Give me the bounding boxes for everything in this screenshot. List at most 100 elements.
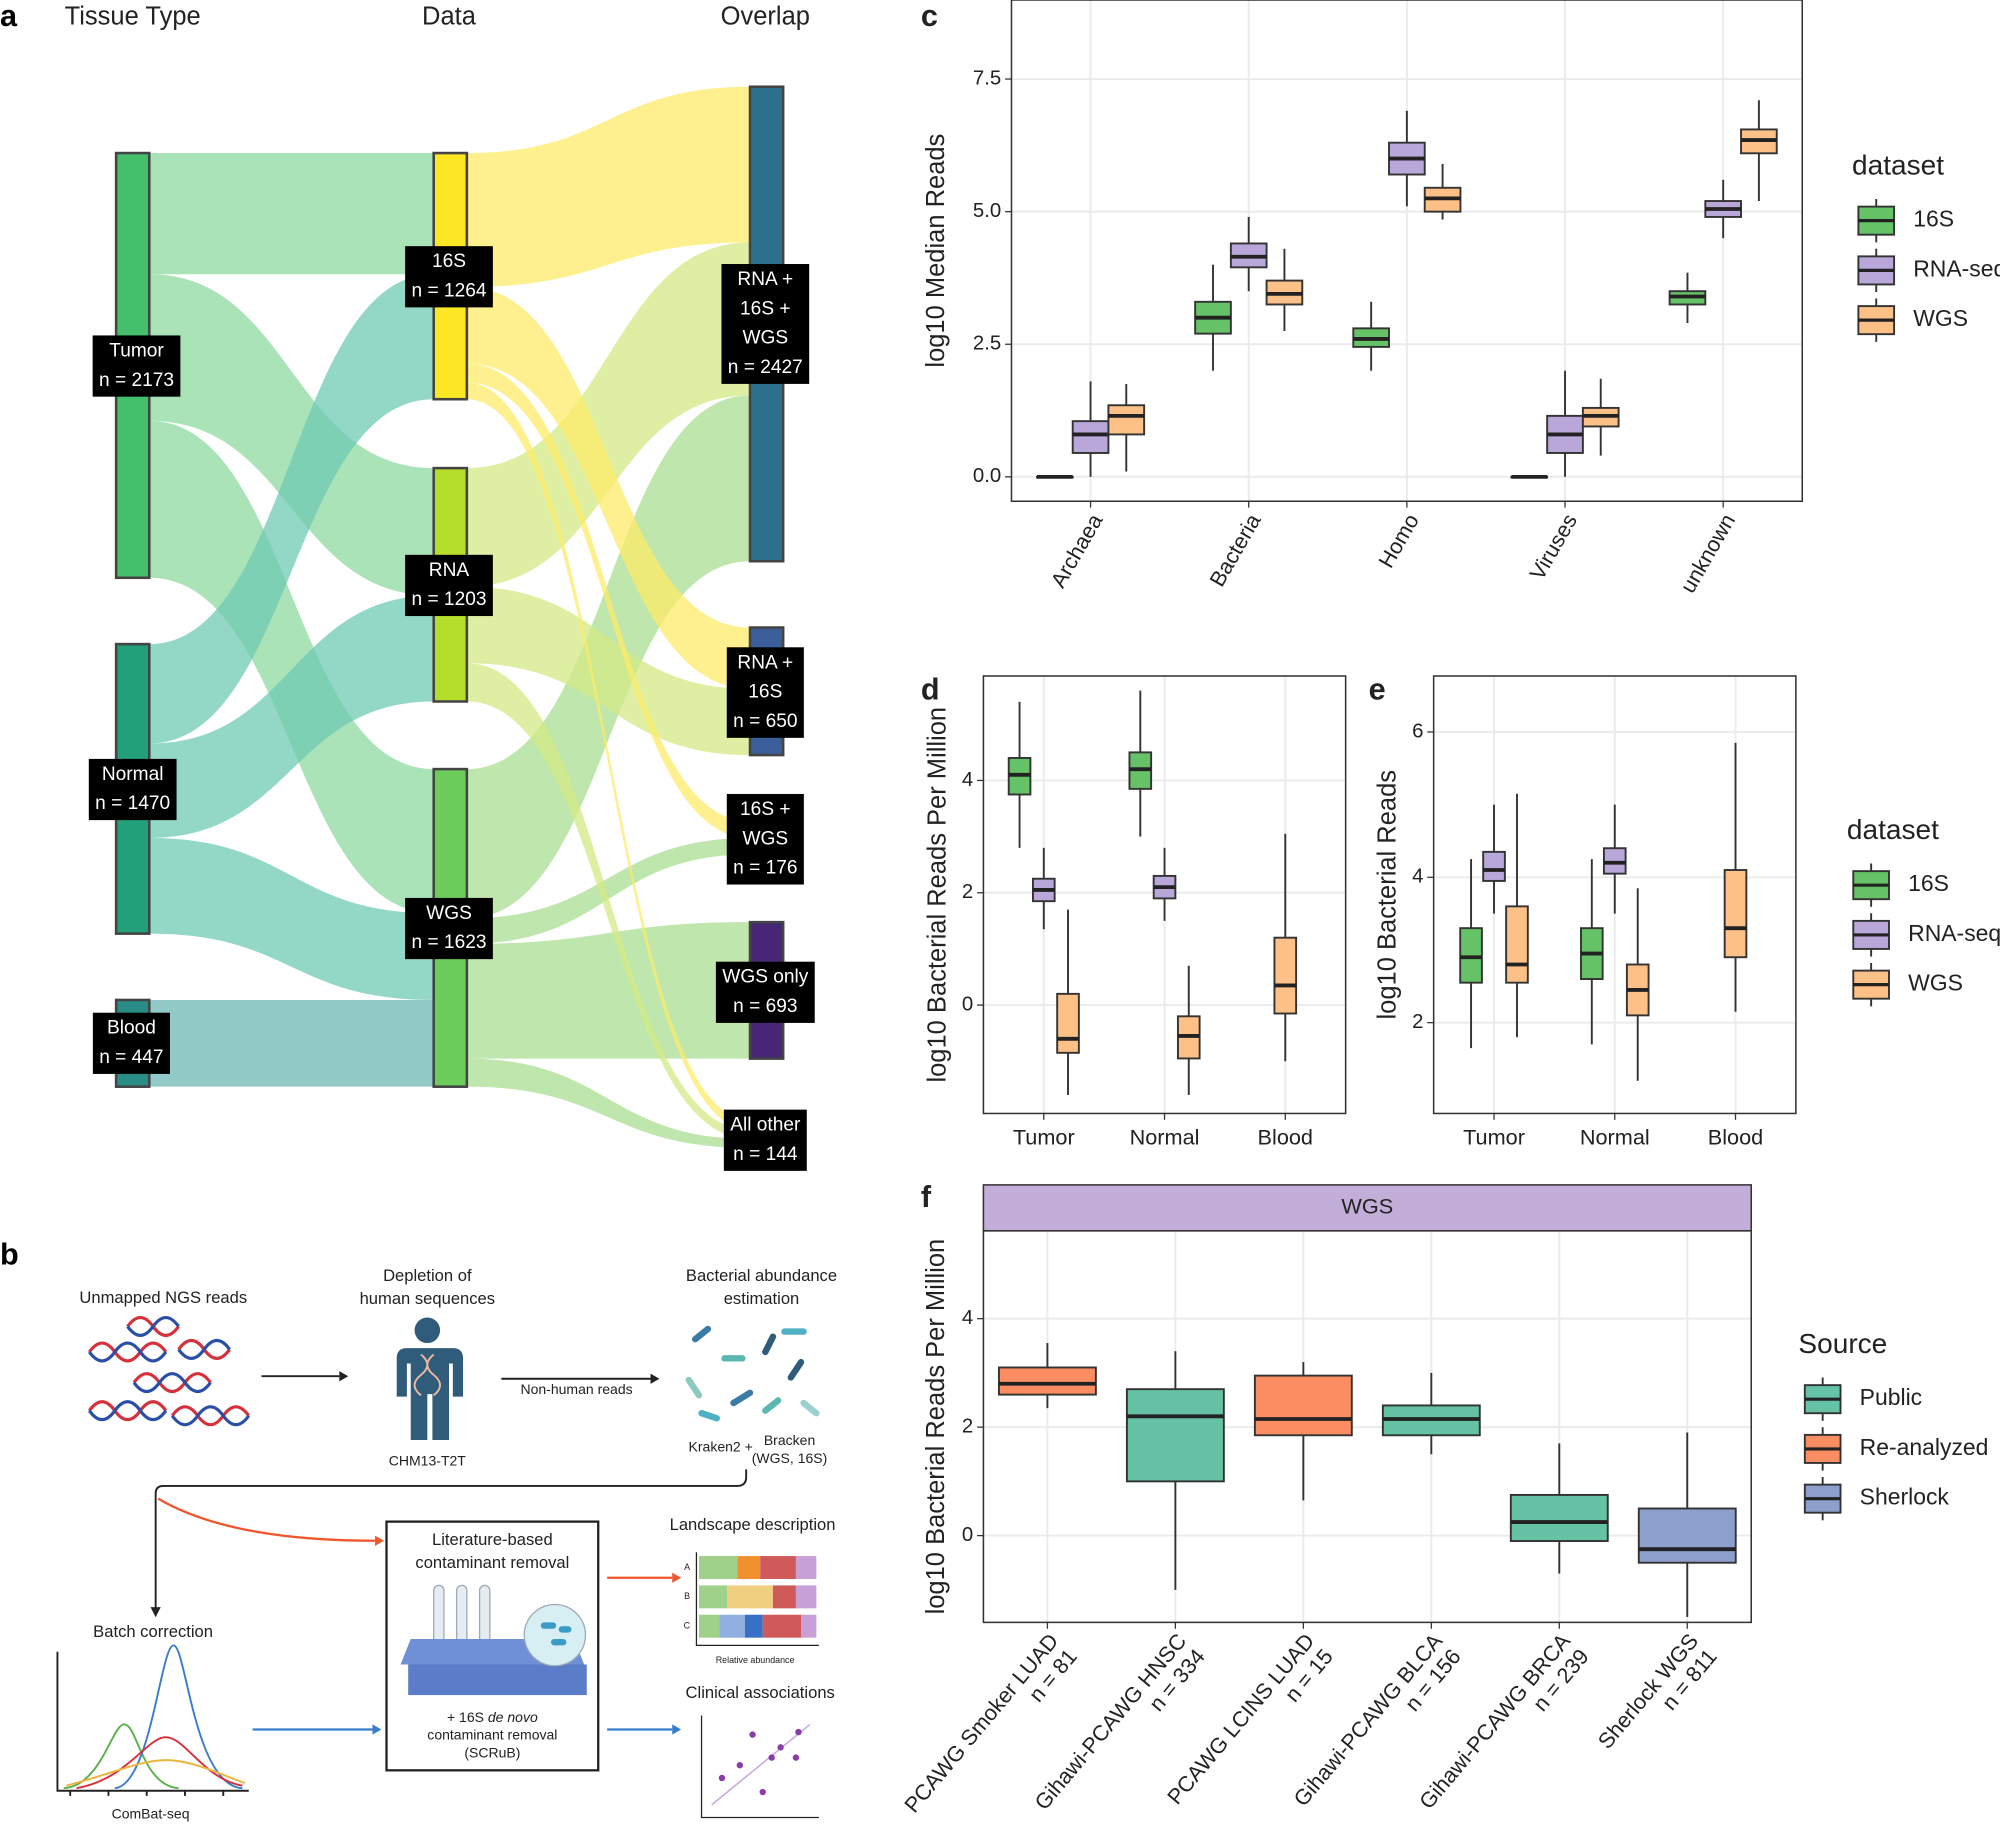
label-line: RNA + [737,652,793,673]
step-sublabel: CHM13-T2T [389,1452,467,1468]
box [1107,404,1146,436]
flow [466,586,751,756]
label-box [721,264,810,384]
label-line: n = 2173 [99,370,174,391]
node-label: WGS only n = 693 [715,961,815,1023]
label-line: n = 693 [733,996,797,1017]
label-line: All other [730,1115,801,1136]
label-line: 16S + [740,799,791,820]
box [1637,1507,1737,1564]
y-tick-label: 2 [962,881,973,903]
person-icon [396,1317,464,1440]
step-label: Clinical associations [686,1683,835,1702]
row-label: B [684,1591,690,1601]
y-tick-label: 4 [962,769,973,791]
box [1505,905,1529,984]
node-label: Tumor n = 2173 [92,335,181,397]
legend-title: dataset [1847,814,1939,845]
connector [154,1469,748,1610]
y-axis-title: log10 Bacterial Reads [1374,770,1402,1019]
flow [466,242,751,587]
row-label: C [684,1621,691,1631]
flow [466,286,751,689]
x-tick-label-group: Homo [1373,509,1424,572]
flow [466,1058,751,1148]
box [1273,936,1298,1015]
dna-icon [88,1315,251,1427]
column-header: Overlap [721,3,810,31]
step-label: contaminant removal [415,1553,569,1572]
panel-letter: b [0,1237,19,1271]
label-line: n = 650 [733,711,797,732]
y-tick-label: 5.0 [973,200,1001,222]
box [1482,850,1506,882]
arrowhead [650,1373,660,1384]
x-tick-label-group: Viruses [1524,509,1582,584]
arrowhead [672,1572,682,1583]
node-label: WGS n = 1623 [405,897,493,960]
label-line: RNA + [737,269,793,290]
label-line: n = 144 [733,1144,798,1165]
y-tick-label: 2 [1412,1011,1423,1033]
step-label: Landscape description [670,1515,836,1534]
label-line: Normal [102,764,164,785]
text-part: de novo [488,1709,538,1725]
node-label: Blood n = 447 [92,1012,170,1074]
y-tick-label: 4 [962,1307,973,1329]
arrowhead [375,1535,384,1546]
legend-label: Sherlock [1860,1484,1950,1510]
label-box [715,961,815,1023]
x-tick-label: Archaea [1045,509,1107,592]
label-line: RNA [429,560,470,581]
step-sublabel: Kraken2 + [689,1438,753,1454]
step-sublabel: (WGS, 16S) [752,1450,828,1466]
box [1071,420,1110,454]
legend-title: dataset [1852,149,1944,180]
label-line: n = 1470 [95,793,170,814]
box [1253,1374,1353,1437]
flow [149,595,434,838]
step-sublabel: ComBat-seq [112,1806,190,1822]
step-label: Batch correction [93,1622,213,1641]
label-line: 16S [748,682,782,703]
box [1723,869,1748,959]
plot-border [982,1230,1753,1624]
node-label: 16S + WGS n = 176 [726,793,804,885]
y-tick-label: 0.0 [973,465,1001,487]
box [1509,1493,1609,1542]
y-tick-label: 2 [962,1416,973,1438]
label-line: Tumor [109,340,164,361]
flow [466,663,751,1139]
arrow [157,1497,376,1542]
step-sublabel: (SCRuB) [464,1744,520,1760]
flow [466,382,751,1131]
flow [149,153,434,275]
label-line: n = 1264 [412,280,487,301]
label-box [405,246,493,308]
step-label: Bacterial abundance [686,1266,837,1285]
flow [466,363,751,838]
legend-label: 16S [1908,870,1949,896]
step-label: estimation [724,1289,800,1308]
flow [466,837,751,944]
text-part: + 16S [447,1709,488,1725]
strip [982,1184,1753,1232]
y-axis-title: log10 Bacterial Reads Per Million [922,1239,950,1615]
x-tick-label: unknown [1675,509,1740,597]
arrow-label: Non-human reads [520,1381,632,1397]
box [997,1366,1097,1396]
column-header: Data [422,3,477,31]
flow [466,86,751,287]
label-line: WGS [742,328,788,349]
y-tick-label: 2.5 [973,333,1001,355]
label-box [726,647,804,738]
y-tick-label: 4 [1412,866,1423,888]
y-tick-label: 7.5 [973,67,1001,89]
label-box [92,1012,170,1074]
label-box [405,554,493,617]
label-line: 16S + [740,298,791,319]
flow [149,420,434,914]
legend-label: WGS [1913,305,1968,331]
